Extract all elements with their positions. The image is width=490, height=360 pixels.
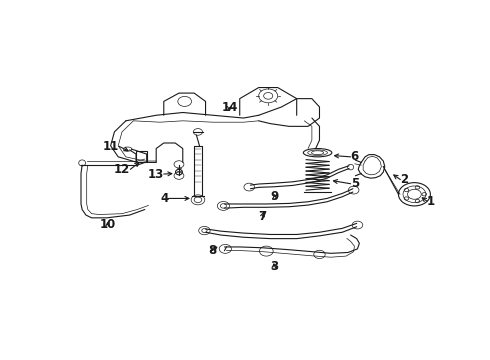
Text: 1: 1 <box>427 195 435 208</box>
Text: 2: 2 <box>400 173 409 186</box>
Text: 14: 14 <box>221 101 238 114</box>
Text: 8: 8 <box>208 244 217 257</box>
Text: 12: 12 <box>114 163 130 176</box>
Text: 10: 10 <box>99 218 116 231</box>
Text: 11: 11 <box>103 140 119 153</box>
Text: 3: 3 <box>270 260 278 273</box>
Text: 7: 7 <box>258 210 267 223</box>
Text: 5: 5 <box>351 177 359 190</box>
Text: 9: 9 <box>270 190 279 203</box>
Text: 6: 6 <box>351 150 359 163</box>
Text: 13: 13 <box>147 167 164 180</box>
Text: 4: 4 <box>160 192 169 205</box>
